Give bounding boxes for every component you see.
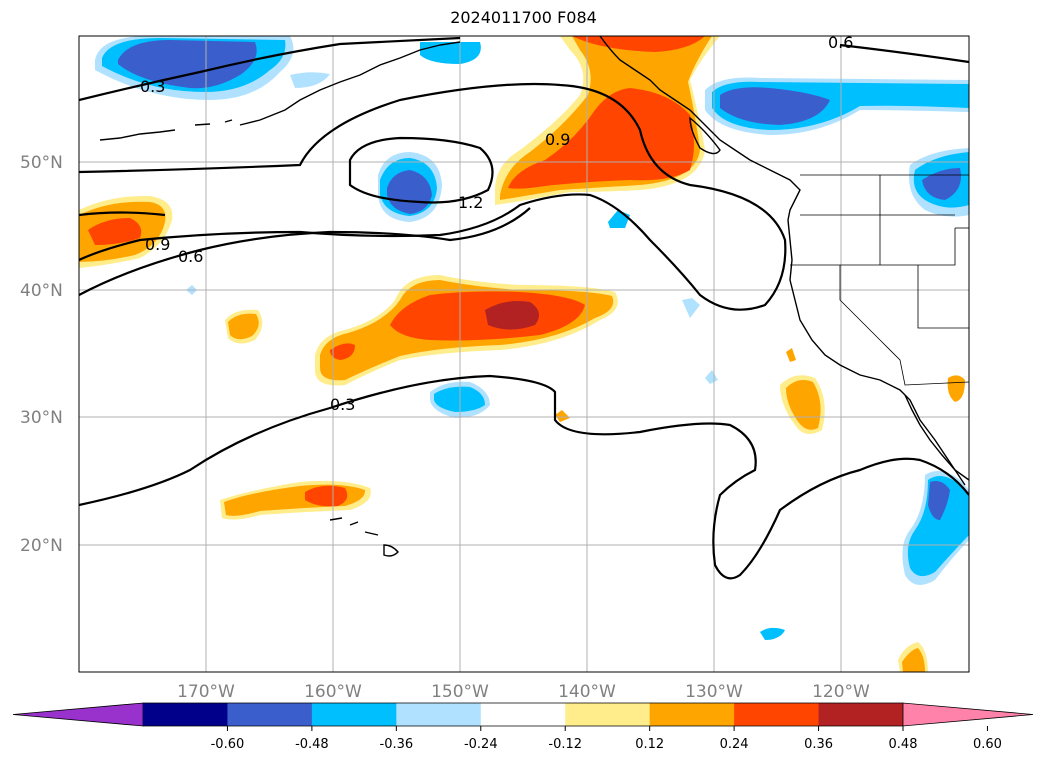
contour-label: 0.6 [178,247,203,266]
colorbar-tick-label: -0.12 [548,737,582,752]
colorbar-segment [565,703,651,726]
contour-1.2 [348,136,494,204]
coastlines [99,36,969,557]
contour-0.3 [79,374,969,580]
colorbar-segment [396,703,482,726]
contour-0.6 [79,82,787,311]
contour-label: 0.3 [330,395,355,414]
colorbar-segment [227,703,313,726]
lon-label: 120°W [812,682,870,702]
lon-label: 130°W [685,682,743,702]
colorbar-tick-label: -0.48 [295,737,329,752]
lon-label: 160°W [304,682,362,702]
colorbar-segment [311,703,397,726]
latitude-labels: 50°N 40°N 30°N 20°N [20,153,63,556]
lat-label: 40°N [20,281,63,301]
lat-label: 50°N [20,153,63,173]
state-borders [790,174,969,386]
contour-labels: 0.3 0.6 0.9 1.2 0.9 0.6 0.3 [140,33,853,414]
colorbar-tick-label: -0.24 [464,737,498,752]
lat-label: 20°N [20,536,63,556]
graticule [79,36,969,672]
lon-label: 150°W [431,682,489,702]
colorbar-tick-label: -0.36 [380,737,414,752]
colorbar-tick-label: 0.24 [720,737,749,752]
anomaly-shading [79,36,969,672]
colorbar-segment [649,703,735,726]
contour-label: 0.9 [545,130,570,149]
colorbar-tick-label: 0.60 [973,737,1002,752]
colorbar-tick-label: 0.48 [889,737,918,752]
map-frame [78,35,970,673]
lon-label: 170°W [177,682,235,702]
contour-label: 0.9 [145,235,170,254]
map-title: 2024011700 F084 [450,8,597,27]
colorbar-segment [143,703,228,726]
colorbar-tick-label: 0.12 [635,737,664,752]
contour-label: 1.2 [458,193,483,212]
colorbar-extend-low [12,702,144,727]
lon-label: 140°W [558,682,616,702]
lat-label: 30°N [20,408,63,428]
colorbar-extend-high [902,702,1034,727]
colorbar: -0.60 -0.48 -0.36 -0.24 -0.12 0.12 0.24 0.36 0.4… [12,702,1034,752]
contour-label: 0.6 [828,33,853,52]
contour-lines [79,36,969,580]
colorbar-tick-label: -0.60 [211,737,245,752]
longitude-labels: 170°W 160°W 150°W 140°W 130°W 120°W [177,682,870,702]
colorbar-segment [818,703,904,726]
colorbar-tick-label: 0.36 [804,737,833,752]
contour-outer [79,36,461,102]
contour-label: 0.3 [140,77,165,96]
map-panel [79,36,969,672]
colorbar-segment [480,703,566,726]
colorbar-segment [734,703,820,726]
